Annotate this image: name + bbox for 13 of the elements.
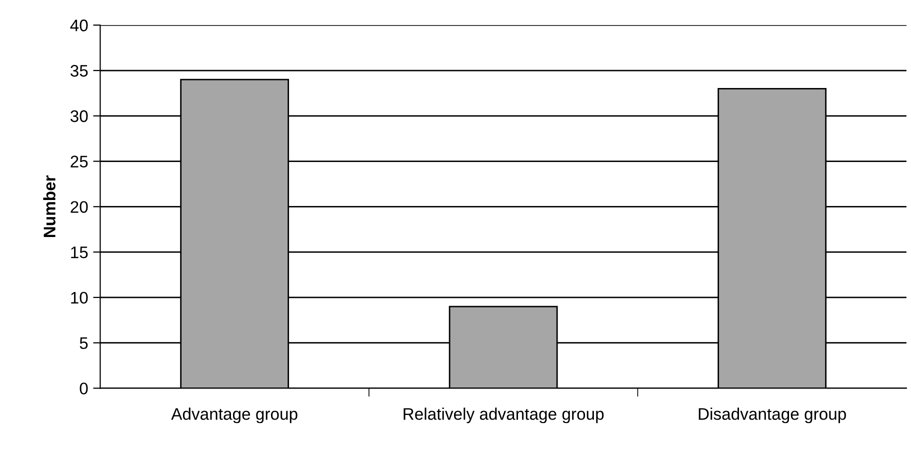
y-tick-label: 10 (71, 292, 88, 304)
y-tick-label: 25 (70, 156, 88, 168)
x-tick-label: Relatively advantage group (404, 408, 604, 424)
x-tick-label: Advantage group (171, 408, 298, 424)
y-tick-label: 20 (70, 201, 88, 213)
y-tick-label: 40 (70, 20, 88, 32)
x-tick-label: Disadvantage group (698, 408, 846, 424)
y-tick-label: 35 (70, 64, 88, 77)
y-tick-label: 30 (70, 110, 88, 122)
y-tick-label: 15 (71, 246, 88, 258)
y-tick-label: 0 (80, 382, 88, 394)
y-axis-title: Number (43, 175, 56, 238)
y-tick-label: 5 (80, 337, 88, 350)
